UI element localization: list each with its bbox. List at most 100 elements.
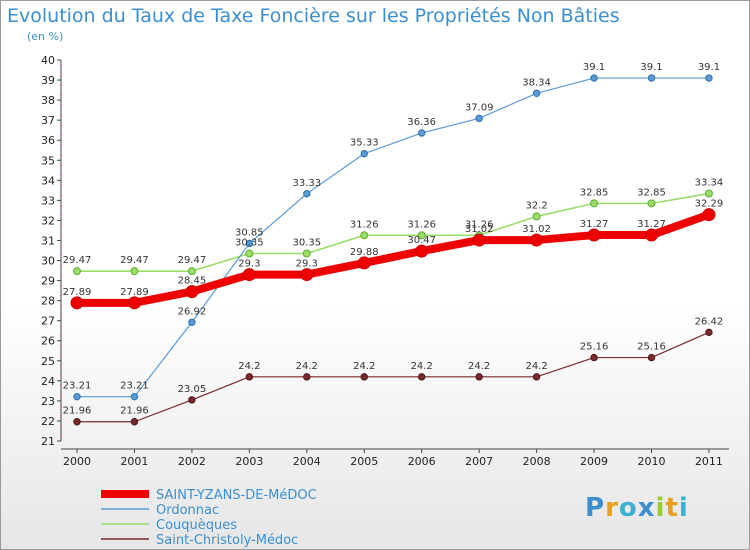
data-point [532,212,541,221]
y-minor-dot [60,164,62,167]
legend-entry: SAINT-YZANS-DE-MéDOC [156,488,317,503]
data-label: 24.2 [296,361,318,372]
data-label: 31.27 [637,219,666,230]
y-minor-dot [60,224,62,227]
data-point [242,268,256,282]
data-label: 26.42 [695,316,724,327]
data-point [418,129,426,137]
data-label: 26.92 [178,306,207,317]
data-point [590,199,599,208]
data-point [532,89,541,97]
y-minor-dot [60,234,62,237]
y-minor-dot [60,174,62,177]
data-point [245,373,254,381]
data-label: 25.16 [580,342,609,353]
data-label: 31.02 [465,224,494,235]
y-minor-dot [60,385,62,387]
y-tick-label: 22 [41,415,55,428]
y-minor-dot [60,264,62,267]
data-point [245,249,254,258]
legend-entry: Saint-Christoly-Médoc [156,533,298,548]
data-label: 32.85 [580,187,609,198]
data-label: 38.34 [522,77,551,88]
x-tick-label: 2006 [408,455,436,468]
data-label: 21.96 [63,406,92,417]
chart-subtitle: (en %) [27,30,64,43]
series-line-1 [77,77,709,398]
data-label: 24.2 [525,361,547,372]
legend-entry: Ordonnac [156,503,219,518]
y-minor-dot [60,144,62,147]
y-minor-dot [60,365,62,367]
data-point [418,373,426,381]
data-point [73,267,81,276]
data-point [70,296,84,310]
data-label: 29.3 [238,259,260,270]
data-point [702,208,716,222]
x-tick-label: 2009 [580,455,608,468]
y-minor-dot [60,274,62,277]
series-line-2 [77,192,710,272]
data-point [188,318,196,326]
y-minor-dot [60,294,62,297]
x-tick-label: 2002 [178,455,206,468]
y-tick-label: 32 [41,214,55,227]
data-label: 27.89 [120,287,149,298]
y-minor-dot [60,354,62,357]
data-point [303,190,311,198]
data-label: 30.85 [235,227,264,238]
data-point [185,285,199,299]
y-minor-dot [60,94,62,96]
data-point [415,244,429,258]
data-label: 30.47 [407,235,436,246]
data-point [705,74,713,82]
data-point [302,249,311,258]
data-point [73,418,81,426]
y-tick-label: 31 [41,234,55,247]
data-point [705,328,713,337]
data-label: 39.1 [640,62,662,73]
y-minor-dot [60,324,62,327]
data-label: 21.96 [120,406,149,417]
data-label: 31.02 [522,224,551,235]
data-point [360,373,368,381]
y-tick-label: 38 [41,94,55,107]
data-label: 23.21 [63,381,92,392]
data-label: 35.33 [350,138,379,149]
y-minor-dot [60,314,62,317]
data-point [587,228,601,242]
y-tick-label: 30 [41,255,55,268]
series-line-0 [77,210,711,307]
data-label: 23.05 [178,384,207,395]
data-point [245,239,254,248]
legend-entry: Couquèques [156,518,237,533]
data-point [472,233,486,247]
series-line-3 [77,331,710,423]
logo-letter: x [637,493,656,523]
data-label: 24.2 [238,361,260,372]
y-tick-label: 23 [41,395,55,408]
y-minor-dot [60,405,62,407]
data-label: 29.47 [178,255,207,266]
data-point [475,373,483,381]
y-minor-dot [60,154,62,157]
y-minor-dot [60,84,62,86]
y-tick-label: 27 [41,315,55,328]
logo-letter: P [585,493,606,523]
x-tick-label: 2003 [235,455,263,468]
data-point [360,149,368,158]
data-label: 32.29 [695,199,724,210]
data-label: 33.33 [292,178,321,189]
logo-letter: i [655,493,666,523]
data-point [645,228,658,242]
y-tick-label: 36 [41,134,55,147]
logo-letter: r [605,493,619,523]
data-point [188,396,196,404]
y-tick-label: 34 [41,174,55,187]
x-tick-label: 2011 [695,455,723,468]
x-tick-label: 2007 [465,455,493,468]
data-label: 31.26 [407,219,436,230]
data-label: 25.16 [637,342,666,353]
y-minor-dot [60,415,62,417]
